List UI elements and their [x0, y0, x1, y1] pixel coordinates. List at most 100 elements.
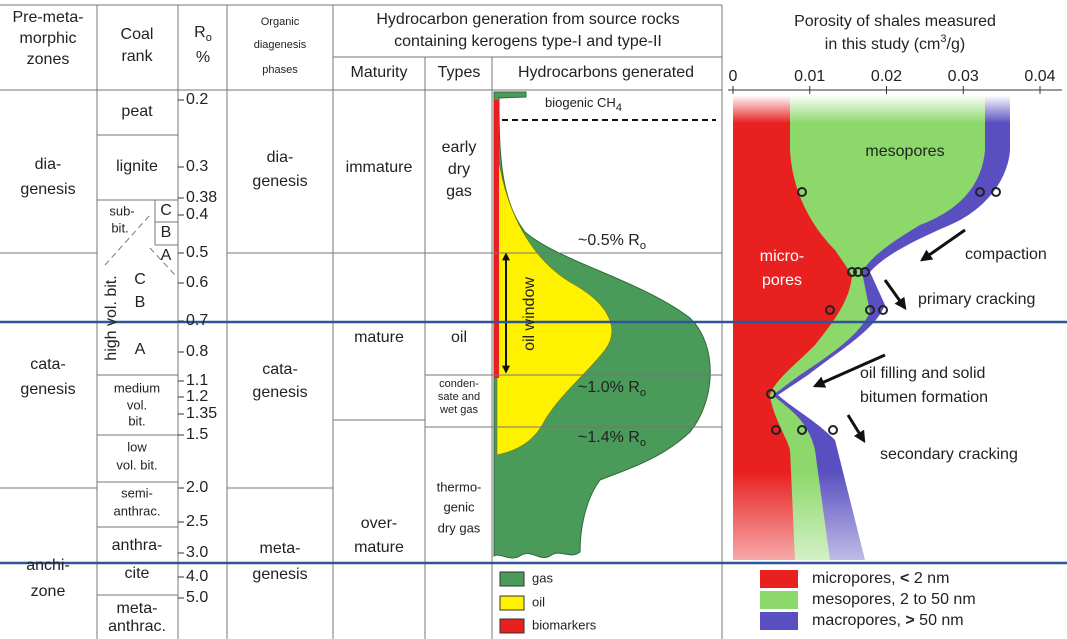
header: phases: [262, 64, 298, 76]
ro-label: 0.3: [186, 158, 208, 175]
legend-label: macropores, > 50 nm: [812, 612, 964, 629]
coal-rank: semi-: [121, 485, 153, 500]
ro-label: 1.5: [186, 426, 208, 443]
header: zones: [27, 51, 70, 68]
arrow: [846, 414, 866, 444]
legend-label: biomarkers: [532, 617, 597, 632]
coal-rank: anthrac.: [108, 618, 166, 635]
type: gas: [446, 183, 472, 200]
annotation: ~0.5% Ro: [578, 232, 646, 252]
coal-rank: high vol. bit.: [103, 275, 120, 360]
pore-label: compaction: [965, 246, 1047, 263]
phase: cata-: [262, 361, 298, 378]
micropores-band: [733, 95, 852, 560]
maturity: immature: [346, 159, 413, 176]
coal-rank: bit.: [128, 413, 145, 428]
legend-label: mesopores, 2 to 50 nm: [812, 591, 976, 608]
coal-class: A: [161, 247, 172, 264]
ro-label: 5.0: [186, 589, 208, 606]
type: conden-: [439, 378, 479, 390]
ro-label: 0.4: [186, 206, 208, 223]
tick-label: 0.03: [948, 68, 979, 85]
zone: anchi-: [26, 557, 70, 574]
ro-label: 3.0: [186, 544, 208, 561]
coal-rank: vol. bit.: [116, 457, 157, 472]
coal-rank: lignite: [116, 158, 158, 175]
type: dry: [448, 161, 470, 178]
legend-label: oil: [532, 594, 545, 609]
arrow: [812, 353, 886, 388]
porosity-axis: 0 0.01 0.02 0.03 0.04: [728, 68, 1062, 94]
annotation: biogenic CH4: [545, 95, 622, 113]
ro-label: 0.6: [186, 274, 208, 291]
legend-swatch: [499, 595, 525, 611]
phase: genesis: [252, 173, 307, 190]
ro-label: 1.1: [186, 372, 208, 389]
phase: dia-: [267, 149, 294, 166]
header: diagenesis: [254, 39, 307, 51]
tick-label: 0: [729, 68, 738, 85]
ro-label: 1.35: [186, 405, 217, 422]
coal-class: C: [134, 271, 146, 288]
tick-label: 0.01: [794, 68, 825, 85]
annotation: ~1.4% Ro: [578, 429, 646, 449]
type: oil: [451, 329, 467, 346]
coal-rank: vol.: [127, 397, 147, 412]
header: Pre-meta-: [12, 9, 83, 26]
legend-swatch: [499, 571, 525, 587]
header: rank: [121, 48, 153, 65]
annotation: ~1.0% Ro: [578, 379, 646, 399]
ro-label: 0.8: [186, 343, 208, 360]
pore-label: primary cracking: [918, 291, 1035, 308]
type: dry gas: [438, 520, 481, 535]
coal-class: B: [135, 294, 146, 311]
ro-ticks: 0.2 0.3 0.380.4 0.5 0.6 0.7 0.8 1.11.21.35 1.5 2.…: [178, 91, 217, 606]
phase: genesis: [252, 384, 307, 401]
oil-area: [496, 149, 613, 456]
pore-label: secondary cracking: [880, 446, 1018, 463]
legend-swatch: [760, 570, 798, 588]
ro-label: 0.5: [186, 244, 208, 261]
ro-label: 0.7: [186, 312, 208, 329]
header: Hydrocarbons generated: [518, 64, 694, 81]
pore-label: pores: [762, 272, 802, 289]
header: morphic: [20, 30, 77, 47]
coal-rank: cite: [125, 565, 150, 582]
ro-label: 2.5: [186, 513, 208, 530]
coal-class: A: [135, 341, 146, 358]
coal-rank: bit.: [111, 220, 128, 235]
zone: cata-: [30, 356, 66, 373]
zone: zone: [31, 583, 66, 600]
ro-label: 0.2: [186, 91, 208, 108]
type: sate and: [438, 391, 480, 403]
ro-label: 1.2: [186, 388, 208, 405]
header: Organic: [261, 16, 300, 28]
coal-rank: anthra-: [112, 537, 163, 554]
coal-rank: medium: [114, 380, 160, 395]
legend-swatch: [760, 591, 798, 609]
type: wet gas: [439, 404, 478, 416]
header: Maturity: [351, 64, 408, 81]
tick-label: 0.02: [871, 68, 902, 85]
coal-rank: meta-: [117, 600, 158, 617]
coal-rank: low: [127, 439, 147, 454]
zone: genesis: [20, 181, 75, 198]
header: %: [196, 49, 210, 66]
pore-label: bitumen formation: [860, 389, 988, 406]
pore-label: micro-: [760, 248, 804, 265]
pore-label: mesopores: [865, 143, 944, 160]
coal-rank: anthrac.: [114, 503, 161, 518]
coal-rank: sub-: [109, 203, 134, 218]
coal-class: B: [161, 224, 172, 241]
legend-swatch: [760, 612, 798, 630]
arrow: [920, 228, 966, 262]
maturity: over-: [361, 515, 397, 532]
header: in this study (cm3/g): [825, 33, 965, 53]
legend-label: gas: [532, 570, 553, 585]
maturity: mature: [354, 539, 404, 556]
type: genic: [443, 499, 475, 514]
arrow: [883, 279, 907, 310]
legend-label: micropores, < 2 nm: [812, 570, 949, 587]
ro-label: 0.38: [186, 189, 217, 206]
